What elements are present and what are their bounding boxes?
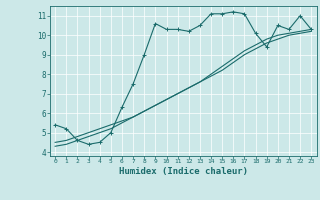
X-axis label: Humidex (Indice chaleur): Humidex (Indice chaleur) [119, 167, 248, 176]
